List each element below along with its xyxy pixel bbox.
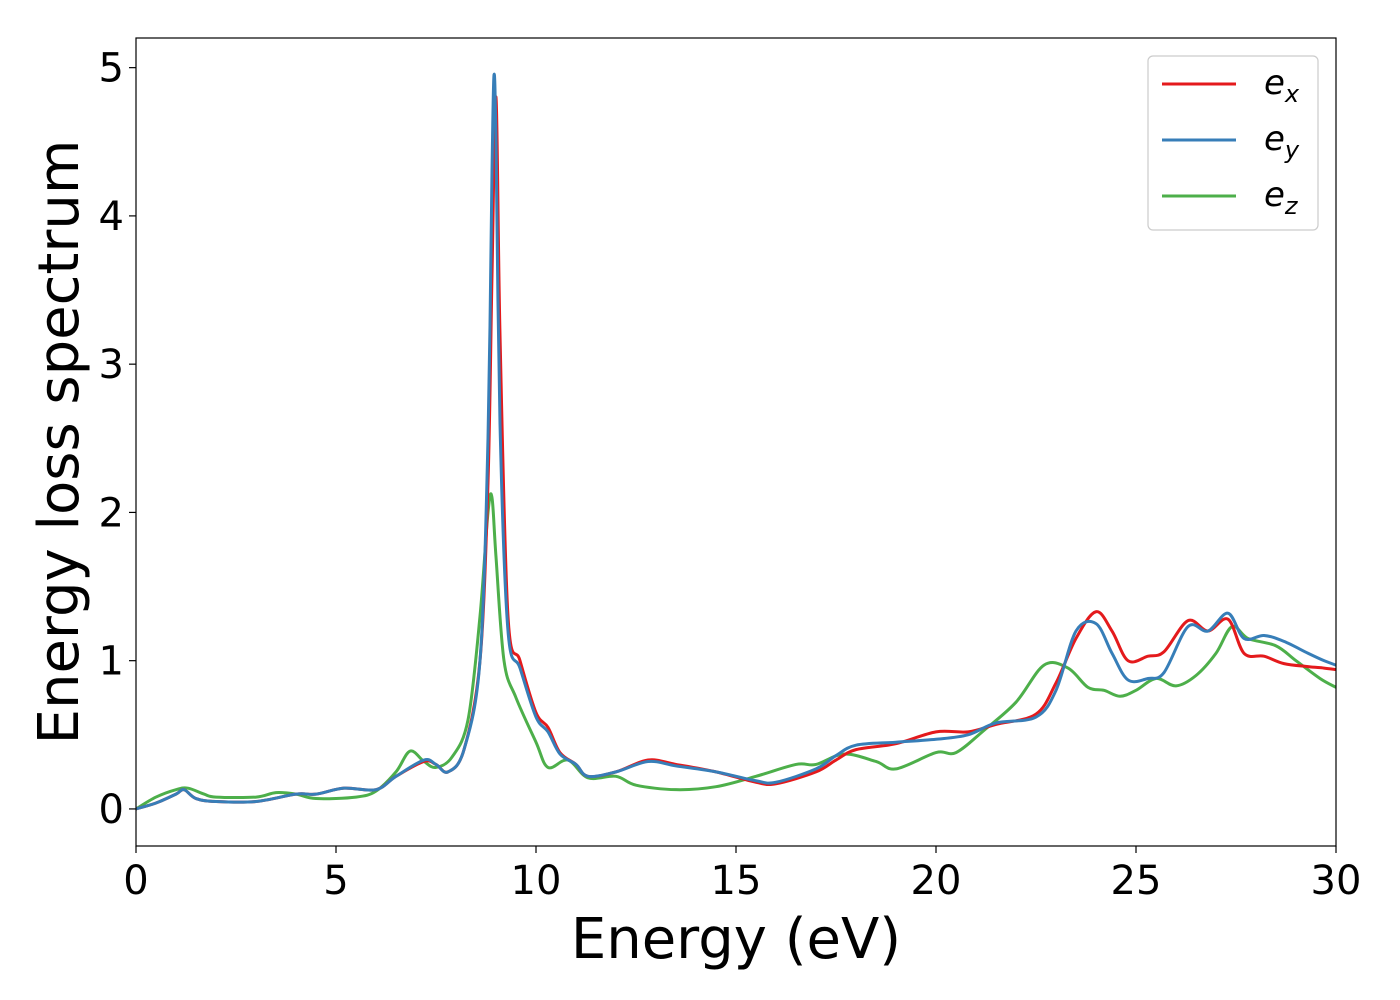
y-axis-title: Energy loss spectrum	[27, 140, 92, 745]
x-tick-label: 15	[711, 858, 762, 904]
x-tick-label: 0	[123, 858, 148, 904]
x-tick-label: 25	[1111, 858, 1162, 904]
y-tick-label: 5	[99, 46, 124, 92]
y-tick-label: 0	[99, 787, 124, 833]
legend: ex ey ez	[1147, 55, 1319, 231]
legend-label-y: ey	[1264, 119, 1300, 164]
x-axis-title: Energy (eV)	[571, 907, 901, 972]
y-tick-label: 3	[99, 342, 124, 388]
legend-box	[1147, 55, 1319, 231]
legend-label-x: ex	[1264, 63, 1300, 108]
series-line-z	[136, 492, 1336, 811]
x-tick-label: 5	[323, 858, 348, 904]
x-tick-label: 10	[511, 858, 562, 904]
y-tick-label: 4	[99, 194, 124, 240]
y-tick-label: 2	[99, 490, 124, 536]
x-axis: 0 5 10 15 20 25 30	[123, 846, 1361, 904]
x-tick-label: 20	[911, 858, 962, 904]
y-tick-label: 1	[99, 639, 124, 685]
legend-label-z: ez	[1264, 175, 1299, 220]
series-line-y	[136, 72, 1336, 811]
plot-area	[136, 38, 1336, 846]
x-tick-label: 30	[1311, 858, 1362, 904]
y-axis: 0 1 2 3 4 5	[99, 46, 136, 833]
series-layer	[136, 72, 1336, 811]
